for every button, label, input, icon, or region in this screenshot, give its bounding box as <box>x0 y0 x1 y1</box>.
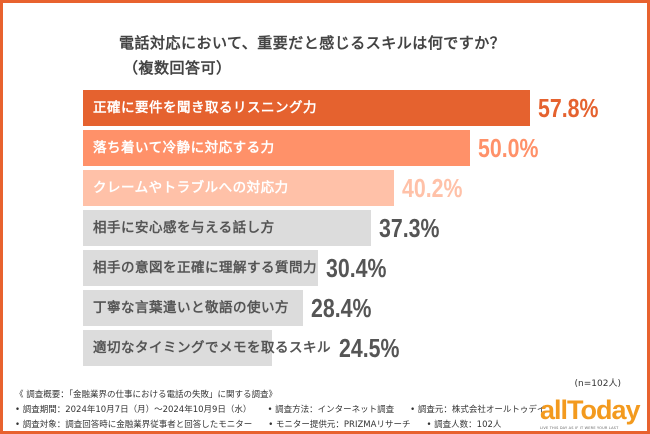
bar: 正確に要件を聞き取るリスニング力 57.8% <box>83 90 598 126</box>
bar-label: 適切なタイミングでメモを取るスキル <box>93 340 331 356</box>
alltoday-logo: allToday LIVE THIS DAY AS IF IT WERE YOU… <box>540 395 641 431</box>
logo-wordmark: allToday <box>540 395 641 425</box>
survey-period: • 調査期間：2024年10月7日（月）～2024年10月9日（水） <box>15 405 252 415</box>
bar-value-label: 50.0% <box>477 133 539 163</box>
bar: クレームやトラブルへの対応力 40.2% <box>83 170 462 206</box>
bar: 落ち着いて冷静に対応する力 50.0% <box>83 130 538 166</box>
bar-label: 落ち着いて冷静に対応する力 <box>93 140 275 156</box>
logo-tagline: LIVE THIS DAY AS IF IT WERE YOUR LAST <box>540 426 619 430</box>
survey-heading: 《 調査概要：「金融業界の仕事における電話の失敗」に関する調査》 <box>15 390 277 400</box>
bar-label: 相手に安心感を与える話し方 <box>93 220 275 236</box>
bar-label: 相手の意図を正確に理解する質問力 <box>93 260 317 276</box>
chart-subtitle: （複数回答可） <box>123 59 232 77</box>
survey-provider: • モニター提供元：PRIZMAリサーチ <box>268 420 411 430</box>
bar-label: 正確に要件を聞き取るリスニング力 <box>93 100 317 116</box>
survey-target: • 調査対象：調査回答時に金融業界従事者と回答したモニター <box>15 420 253 430</box>
bar-value-label: 28.4% <box>310 293 372 323</box>
bar-value-label: 40.2% <box>401 173 463 203</box>
bar: 適切なタイミングでメモを取るスキル 24.5% <box>83 330 399 366</box>
bar-value-label: 24.5% <box>339 333 400 363</box>
survey-method: • 調査方法：インターネット調査 <box>267 405 395 415</box>
bar: 相手の意図を正確に理解する質問力 30.4% <box>83 250 387 286</box>
bar-value-label: 57.8% <box>538 93 599 123</box>
bar-value-label: 30.4% <box>326 253 387 283</box>
survey-source: • 調査元：株式会社オールトゥデイ <box>410 405 546 415</box>
chart-title: 電話対応において、重要だと感じるスキルは何ですか？ <box>119 34 506 52</box>
bar-label: クレームやトラブルへの対応力 <box>93 180 289 196</box>
survey-count: • 調査人数：102人 <box>426 420 502 430</box>
bar: 丁寧な言葉遣いと敬語の使い方 28.4% <box>83 290 371 326</box>
sample-size: (n=102人) <box>574 379 621 389</box>
bar: 相手に安心感を与える話し方 37.3% <box>83 210 440 246</box>
bar-value-label: 37.3% <box>379 213 440 243</box>
bar-label: 丁寧な言葉遣いと敬語の使い方 <box>93 300 289 316</box>
